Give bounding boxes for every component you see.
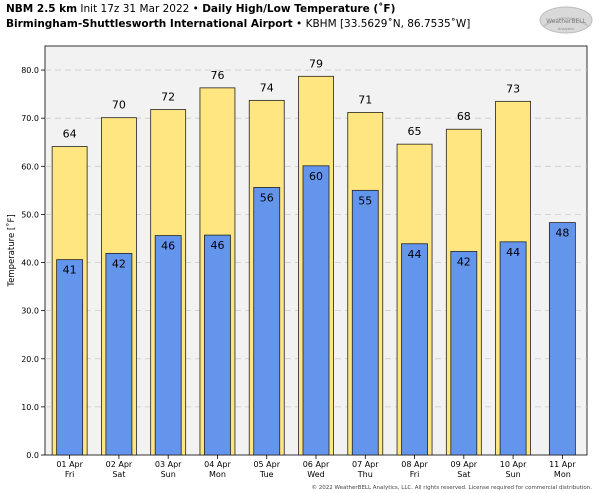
init-time: Init 17z 31 Mar 2022 <box>80 3 190 15</box>
header-line-1: NBM 2.5 km Init 17z 31 Mar 2022 • Daily … <box>6 2 470 17</box>
y-tick-label: 60.0 <box>21 162 39 171</box>
low-bar <box>253 187 281 456</box>
x-tick-label-day: Fri <box>410 470 420 479</box>
low-bar <box>56 259 84 456</box>
y-tick-label: 10.0 <box>21 403 39 412</box>
low-bar <box>204 234 231 456</box>
x-tick-label-day: Sat <box>457 470 470 479</box>
y-tick-label: 50.0 <box>21 210 39 219</box>
logo-text: WeatherBELL <box>546 18 587 25</box>
weatherbell-logo: WeatherBELL Analytics <box>539 6 593 34</box>
low-value-label: 46 <box>161 240 175 253</box>
x-tick-label-day: Wed <box>307 470 324 479</box>
y-tick-label: 40.0 <box>21 259 39 268</box>
x-tick-label-day: Thu <box>357 470 373 479</box>
low-value-label: 44 <box>408 248 422 261</box>
station-info: KBHM [33.5629˚N, 86.7535˚W] <box>305 18 471 30</box>
x-tick-label-date: 04 Apr <box>204 460 231 469</box>
high-value-label: 72 <box>161 91 175 104</box>
y-tick-label: 80.0 <box>21 66 39 75</box>
x-tick-label-date: 02 Apr <box>106 460 133 469</box>
low-bar <box>351 189 379 456</box>
low-value-label: 56 <box>260 191 274 204</box>
x-tick-label-date: 03 Apr <box>155 460 182 469</box>
x-tick-label-day: Tue <box>259 470 274 479</box>
x-tick-label-date: 06 Apr <box>303 460 330 469</box>
high-value-label: 74 <box>260 81 274 94</box>
location-name: Birmingham-Shuttlesworth International A… <box>6 18 293 30</box>
x-tick-label-day: Mon <box>554 470 571 479</box>
bullet: • <box>296 18 303 30</box>
y-tick-label: 0.0 <box>26 451 39 460</box>
header-line-2: Birmingham-Shuttlesworth International A… <box>6 17 470 32</box>
copyright-notice: © 2022 WeatherBELL Analytics, LLC. All r… <box>311 485 592 491</box>
low-bar <box>499 241 527 456</box>
low-value-label: 42 <box>457 255 471 268</box>
x-tick-label-date: 08 Apr <box>401 460 428 469</box>
x-tick-label-date: 11 Apr <box>549 460 576 469</box>
low-value-label: 42 <box>112 257 126 270</box>
high-value-label: 64 <box>63 128 77 141</box>
x-tick-label-date: 09 Apr <box>451 460 478 469</box>
low-value-label: 44 <box>506 246 520 259</box>
y-axis-label: Temperature [˚F] <box>6 214 17 287</box>
low-bar <box>302 165 330 456</box>
x-tick-label-date: 10 Apr <box>500 460 527 469</box>
y-tick-label: 70.0 <box>21 114 39 123</box>
x-tick-label-day: Fri <box>65 470 75 479</box>
high-value-label: 76 <box>210 69 224 82</box>
low-bar <box>450 251 478 456</box>
high-value-label: 65 <box>408 125 422 138</box>
logo-subtext: Analytics <box>558 27 574 31</box>
y-tick-label: 30.0 <box>21 307 39 316</box>
chart-title: Daily High/Low Temperature (˚F) <box>202 3 396 15</box>
x-tick-label-date: 07 Apr <box>352 460 379 469</box>
low-bar <box>105 252 133 456</box>
high-value-label: 73 <box>506 82 520 95</box>
bullet: • <box>192 3 199 15</box>
low-value-label: 41 <box>63 264 77 277</box>
y-tick-label: 20.0 <box>21 355 39 364</box>
x-tick-label-day: Sun <box>505 470 520 479</box>
low-bar <box>548 222 576 456</box>
chart-header: NBM 2.5 km Init 17z 31 Mar 2022 • Daily … <box>6 2 470 32</box>
high-value-label: 71 <box>358 93 372 106</box>
x-tick-label-day: Sun <box>161 470 176 479</box>
x-tick-label-day: Sat <box>112 470 125 479</box>
low-value-label: 55 <box>358 194 372 207</box>
x-tick-label-day: Mon <box>209 470 226 479</box>
low-value-label: 46 <box>210 239 224 252</box>
low-bar <box>401 243 428 456</box>
model-label: NBM 2.5 km <box>6 3 78 15</box>
x-tick-label-date: 01 Apr <box>56 460 83 469</box>
low-value-label: 60 <box>309 170 323 183</box>
high-value-label: 68 <box>457 110 471 123</box>
high-value-label: 70 <box>112 99 126 112</box>
low-bar <box>154 235 182 456</box>
high-value-label: 79 <box>309 57 323 70</box>
x-tick-label-date: 05 Apr <box>253 460 280 469</box>
low-value-label: 48 <box>555 227 569 240</box>
